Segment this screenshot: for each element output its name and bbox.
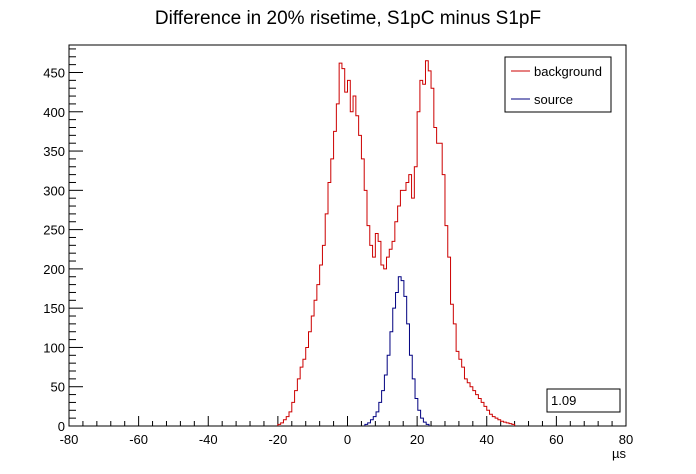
series-background-line: [277, 60, 516, 426]
x-tick-label: 0: [344, 432, 351, 447]
y-tick-label: 150: [43, 301, 65, 316]
series-layer: [277, 60, 516, 426]
legend-label-background: background: [534, 64, 602, 79]
x-tick-label: -60: [129, 432, 148, 447]
stat-box-frame: [546, 388, 621, 413]
stat-box: 1.09: [546, 388, 621, 413]
legend-label-source: source: [534, 92, 573, 107]
series-source-line: [364, 276, 430, 426]
y-tick-label: 0: [58, 419, 65, 434]
legend-box: [504, 56, 612, 113]
stat-box-value: 1.09: [551, 393, 576, 408]
y-tick-label: 200: [43, 262, 65, 277]
y-tick-label: 300: [43, 183, 65, 198]
y-tick-label: 100: [43, 340, 65, 355]
x-axis-title: µs: [612, 446, 626, 461]
x-tick-label: 80: [619, 432, 633, 447]
y-tick-label: 450: [43, 65, 65, 80]
x-tick-label: 20: [410, 432, 424, 447]
chart-title: Difference in 20% risetime, S1pC minus S…: [155, 8, 541, 29]
x-tick-label: -80: [60, 432, 79, 447]
y-tick-label: 350: [43, 144, 65, 159]
x-tick-label: -20: [268, 432, 287, 447]
x-tick-label: 40: [480, 432, 494, 447]
y-tick-label: 250: [43, 223, 65, 238]
x-axis: -80 -60 -40 -20 0 20 40 60 80: [60, 416, 633, 447]
x-tick-label: -40: [199, 432, 218, 447]
x-tick-label: 60: [549, 432, 563, 447]
y-tick-label: 400: [43, 105, 65, 120]
legend: background source: [504, 56, 612, 113]
y-tick-label: 50: [51, 380, 65, 395]
y-axis: 0 50 100 150 200 250 300 350 400 450: [43, 48, 83, 434]
